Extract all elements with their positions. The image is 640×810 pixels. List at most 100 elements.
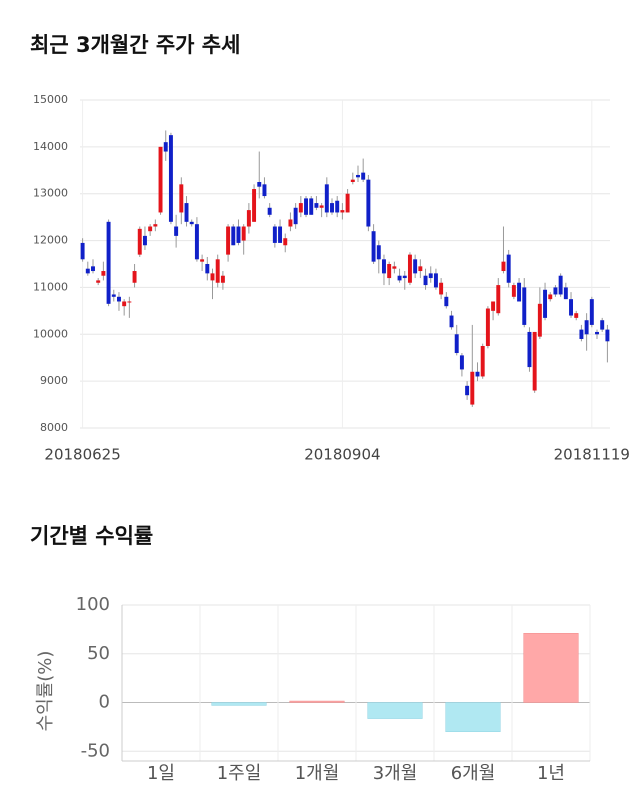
- x-tick-label: 1년: [537, 763, 565, 784]
- candle-body: [418, 266, 423, 272]
- candle-body: [298, 203, 303, 213]
- y-tick-label: 12000: [33, 234, 68, 247]
- candle-body: [231, 226, 236, 246]
- x-tick-label: 20180625: [44, 446, 120, 464]
- y-tick-label: 9000: [40, 374, 68, 387]
- candle-body: [579, 329, 584, 339]
- candle-body: [236, 226, 241, 243]
- candle-body: [220, 275, 225, 283]
- candle-body: [153, 224, 158, 227]
- candle-body: [116, 296, 121, 302]
- candle-body: [361, 172, 366, 180]
- candle-body: [137, 228, 142, 255]
- x-tick-label: 1주일: [217, 763, 262, 784]
- y-tick-label: 11000: [33, 280, 68, 293]
- candle-body: [584, 320, 589, 335]
- candle-body: [148, 226, 153, 232]
- candle-body: [184, 203, 189, 222]
- candle-body: [595, 331, 599, 335]
- candle-body: [501, 261, 506, 272]
- candle-body: [330, 203, 334, 213]
- candle-body: [246, 210, 251, 227]
- candle-body: [262, 184, 267, 197]
- candle-body: [439, 282, 444, 295]
- candle-body: [532, 331, 537, 391]
- candle-body: [392, 266, 397, 269]
- candle-body: [174, 226, 179, 236]
- candle-body: [257, 182, 262, 187]
- candle-body: [200, 259, 205, 262]
- candle-body: [324, 184, 329, 213]
- candle-body: [397, 275, 402, 281]
- candle-body: [465, 385, 470, 396]
- candle-body: [111, 294, 116, 297]
- candle-body: [340, 210, 345, 213]
- x-tick-label: 6개월: [451, 763, 496, 784]
- candle-body: [527, 331, 532, 368]
- candle-body: [96, 280, 101, 283]
- candle-body: [278, 226, 283, 243]
- bar: [211, 702, 267, 706]
- bar: [523, 633, 579, 703]
- y-tick-label: 15000: [33, 93, 68, 106]
- candle-body: [475, 371, 480, 377]
- y-tick-label: 100: [76, 594, 110, 615]
- candle-body: [215, 259, 220, 283]
- candle-body: [122, 301, 127, 307]
- candle-body: [454, 334, 459, 354]
- candle-body: [366, 179, 371, 227]
- candle-body: [428, 273, 433, 279]
- y-tick-label: 14000: [33, 140, 68, 153]
- y-axis-title: 수익률(%): [35, 651, 56, 732]
- x-tick-label: 1일: [147, 763, 175, 784]
- candle-body: [350, 179, 355, 182]
- candle-body: [444, 296, 449, 307]
- candle-body: [371, 231, 376, 262]
- candle-body: [569, 299, 574, 316]
- candle-body: [459, 355, 464, 370]
- candle-body: [381, 259, 386, 274]
- x-tick-label: 20181119: [554, 446, 630, 464]
- candle-body: [387, 264, 392, 279]
- candle-body: [423, 275, 428, 286]
- candle-body: [402, 275, 407, 279]
- candle-body: [226, 226, 231, 255]
- candle-body: [558, 275, 563, 295]
- candle-body: [194, 224, 199, 260]
- x-tick-label: 3개월: [373, 763, 418, 784]
- candle-body: [511, 285, 516, 297]
- candle-body: [485, 308, 490, 346]
- candle-body: [272, 226, 277, 243]
- candle-body: [496, 285, 501, 314]
- candle-body: [267, 207, 272, 215]
- candle-body: [293, 207, 298, 225]
- y-tick-label: 13000: [33, 187, 68, 200]
- candle-body: [553, 287, 558, 295]
- candle-body: [319, 205, 324, 208]
- candle-body: [85, 268, 90, 274]
- candle-body: [80, 242, 85, 260]
- candle-body: [132, 271, 137, 283]
- y-tick-label: 0: [99, 692, 110, 713]
- y-tick-label: 10000: [33, 327, 68, 340]
- candle-body: [241, 226, 246, 241]
- candle-body: [205, 264, 210, 274]
- candle-body: [210, 273, 215, 281]
- candle-body: [356, 174, 360, 178]
- candle-body: [91, 266, 95, 272]
- candle-body: [517, 282, 522, 302]
- candle-body: [179, 184, 184, 213]
- candle-body: [252, 189, 257, 222]
- candle-body: [537, 303, 542, 337]
- candle-body: [548, 294, 553, 300]
- candle-body: [288, 219, 293, 227]
- candle-body: [158, 146, 163, 213]
- candle-body: [480, 346, 485, 377]
- candle-body: [506, 254, 511, 283]
- candle-body: [605, 329, 610, 342]
- chart-title: 최근 3개월간 주가 추세: [30, 33, 240, 57]
- candle-body: [563, 287, 568, 300]
- candle-body: [127, 301, 132, 303]
- candle-body: [304, 198, 309, 215]
